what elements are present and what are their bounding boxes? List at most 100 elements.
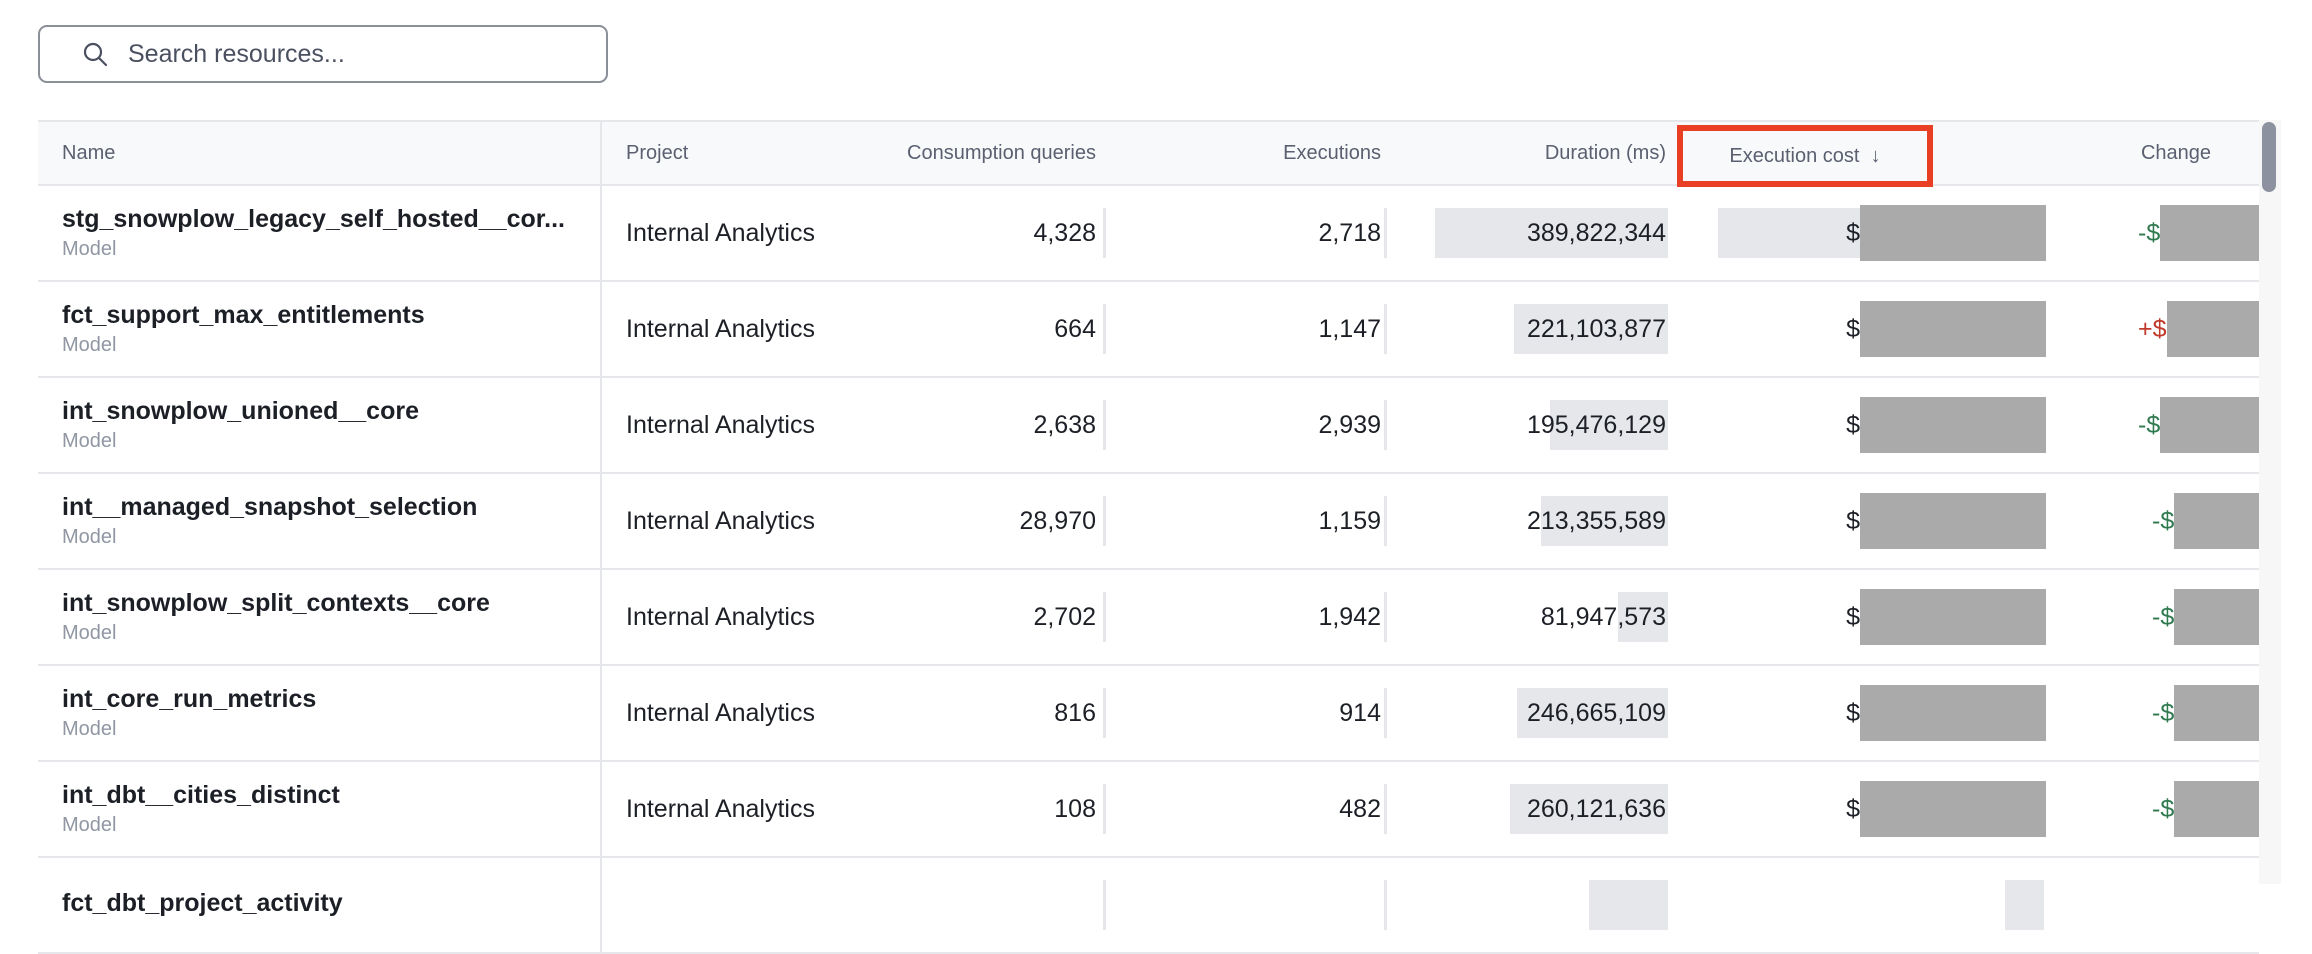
executions-cell: 914 <box>1110 666 1395 760</box>
column-header-duration[interactable]: Duration (ms) <box>1395 122 1680 184</box>
executions-bar <box>1384 784 1387 834</box>
column-label: Executions <box>1283 141 1381 164</box>
name-cell: int__managed_snapshot_selection Model <box>38 474 602 568</box>
table-row[interactable]: fct_dbt_project_activity <box>38 858 2259 954</box>
column-header-execution-cost[interactable]: Execution cost ↓ <box>1677 122 2060 187</box>
redacted-cost <box>1860 205 2046 261</box>
resource-type: Model <box>62 334 117 356</box>
executions-cell: 2,939 <box>1110 378 1395 472</box>
execution-cost-cell: $ <box>1680 378 2060 472</box>
duration-value: 389,822,344 <box>1526 218 1666 247</box>
resource-name[interactable]: fct_dbt_project_activity <box>62 888 343 917</box>
redacted-change <box>2160 205 2259 261</box>
resource-name[interactable]: int__managed_snapshot_selection <box>62 493 478 521</box>
search-input[interactable] <box>126 38 570 70</box>
executions-cell: 2,718 <box>1110 186 1395 280</box>
change-prefix: -$ <box>2152 602 2175 631</box>
executions-value: 2,939 <box>1318 410 1381 439</box>
duration-cell: 213,355,589 <box>1395 474 1680 568</box>
redacted-cost <box>1860 397 2046 453</box>
duration-value: 221,103,877 <box>1526 314 1666 343</box>
consumption-queries-value: 2,702 <box>1033 602 1096 631</box>
project-name: Internal Analytics <box>626 506 815 535</box>
column-header-executions[interactable]: Executions <box>1110 122 1395 184</box>
change-cell: -$ <box>2060 666 2259 760</box>
column-header-project[interactable]: Project <box>602 122 880 184</box>
search-icon <box>83 42 108 67</box>
column-header-change[interactable]: Change <box>2060 122 2259 184</box>
resource-type: Model <box>62 622 117 644</box>
project-name: Internal Analytics <box>626 218 815 247</box>
sort-descending-icon: ↓ <box>1870 144 1881 167</box>
duration-cell: 389,822,344 <box>1395 186 1680 280</box>
duration-cell: 260,121,636 <box>1395 762 1680 856</box>
duration-bar <box>1618 592 1668 642</box>
project-cell: Internal Analytics <box>602 378 880 472</box>
table-row[interactable]: stg_snowplow_legacy_self_hosted__cor... … <box>38 186 2259 282</box>
change-cell: -$ <box>2060 378 2259 472</box>
executions-cell: 1,159 <box>1110 474 1395 568</box>
redacted-cost <box>1860 685 2046 741</box>
project-cell: Internal Analytics <box>602 186 880 280</box>
consumption-queries-value: 108 <box>1054 794 1096 823</box>
table-row[interactable]: int_snowplow_split_contexts__core Model … <box>38 570 2259 666</box>
duration-bar <box>1514 304 1668 354</box>
vertical-scrollbar[interactable] <box>2259 120 2281 884</box>
project-name: Internal Analytics <box>626 698 815 727</box>
execution-cost-cell: $ <box>1680 474 2060 568</box>
resource-name[interactable]: int_dbt__cities_distinct <box>62 781 340 809</box>
table-row[interactable]: int_snowplow_unioned__core Model Interna… <box>38 378 2259 474</box>
name-cell: fct_dbt_project_activity <box>38 858 602 952</box>
resource-name[interactable]: int_snowplow_split_contexts__core <box>62 589 490 617</box>
consumption-bar <box>1103 880 1106 930</box>
sort-highlight-box[interactable]: Execution cost ↓ <box>1677 125 1933 187</box>
consumption-bar <box>1103 784 1106 834</box>
cost-prefix: $ <box>1846 794 1860 823</box>
table-row[interactable]: int_core_run_metrics Model Internal Anal… <box>38 666 2259 762</box>
project-cell: Internal Analytics <box>602 474 880 568</box>
redacted-cost <box>1860 301 2046 357</box>
column-header-consumption-queries[interactable]: Consumption queries <box>880 122 1110 184</box>
consumption-queries-cell: 2,638 <box>880 378 1110 472</box>
column-header-name[interactable]: Name <box>38 122 602 184</box>
resource-type: Model <box>62 238 117 260</box>
resource-name[interactable]: stg_snowplow_legacy_self_hosted__cor... <box>62 205 565 233</box>
duration-bar <box>1550 400 1668 450</box>
duration-bar <box>1541 496 1668 546</box>
consumption-queries-value: 816 <box>1054 698 1096 727</box>
table-row[interactable]: fct_support_max_entitlements Model Inter… <box>38 282 2259 378</box>
project-cell <box>602 858 880 952</box>
project-name: Internal Analytics <box>626 314 815 343</box>
execution-cost-cell: $ <box>1680 282 2060 376</box>
column-label: Duration (ms) <box>1544 141 1666 164</box>
change-cell: +$ <box>2060 282 2259 376</box>
execution-cost-cell <box>1680 858 2060 952</box>
table-row[interactable]: int_dbt__cities_distinct Model Internal … <box>38 762 2259 858</box>
column-label: Change <box>2140 141 2211 164</box>
table-header: Name Project Consumption queries Executi… <box>38 120 2259 187</box>
change-prefix: -$ <box>2152 506 2175 535</box>
column-label: Name <box>62 141 116 164</box>
resource-name[interactable]: int_core_run_metrics <box>62 685 317 713</box>
search-box[interactable] <box>38 25 608 83</box>
duration-value: 81,947,573 <box>1540 602 1666 631</box>
resource-name[interactable]: fct_support_max_entitlements <box>62 301 425 329</box>
change-prefix: +$ <box>2138 314 2167 343</box>
column-label: Project <box>626 141 689 164</box>
consumption-bar <box>1103 688 1106 738</box>
change-prefix: -$ <box>2152 794 2175 823</box>
duration-bar <box>1517 688 1668 738</box>
redacted-cost <box>1860 493 2046 549</box>
consumption-queries-value: 4,328 <box>1033 218 1096 247</box>
duration-cell: 246,665,109 <box>1395 666 1680 760</box>
table-row[interactable]: int__managed_snapshot_selection Model In… <box>38 474 2259 570</box>
name-cell: fct_support_max_entitlements Model <box>38 282 602 376</box>
change-prefix: -$ <box>2138 218 2161 247</box>
executions-bar <box>1384 496 1387 546</box>
scrollbar-thumb[interactable] <box>2262 122 2276 192</box>
resource-name[interactable]: int_snowplow_unioned__core <box>62 397 419 425</box>
executions-bar <box>1384 400 1387 450</box>
project-name: Internal Analytics <box>626 602 815 631</box>
executions-bar <box>1384 208 1387 258</box>
redacted-change <box>2174 493 2259 549</box>
